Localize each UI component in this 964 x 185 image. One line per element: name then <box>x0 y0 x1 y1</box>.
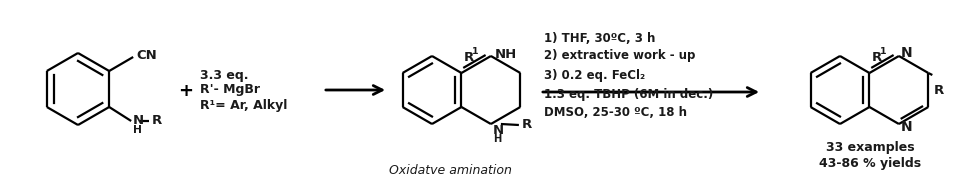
Text: 3) 0.2 eq. FeCl₂: 3) 0.2 eq. FeCl₂ <box>544 68 645 82</box>
Text: 33 examples: 33 examples <box>826 140 914 154</box>
Text: R: R <box>464 51 473 63</box>
Text: NH: NH <box>495 48 517 60</box>
Text: 3.3 eq.: 3.3 eq. <box>200 68 249 82</box>
Text: N: N <box>901 120 913 134</box>
Text: R: R <box>522 119 532 132</box>
Text: R: R <box>871 51 882 63</box>
Text: R¹= Ar, Alkyl: R¹= Ar, Alkyl <box>200 98 287 112</box>
Text: H: H <box>133 125 142 135</box>
Text: N: N <box>133 114 145 127</box>
Text: N: N <box>493 124 504 137</box>
Text: H: H <box>493 134 501 144</box>
Text: R: R <box>933 83 944 97</box>
Text: R'- MgBr: R'- MgBr <box>200 83 260 95</box>
Text: R: R <box>152 114 162 127</box>
Text: +: + <box>178 82 194 100</box>
Text: CN: CN <box>136 48 157 61</box>
Text: 1.3 eq. TBHP (6M in dec.): 1.3 eq. TBHP (6M in dec.) <box>544 88 713 100</box>
Text: 1: 1 <box>471 46 478 56</box>
Text: 1) THF, 30ºC, 3 h: 1) THF, 30ºC, 3 h <box>544 31 656 45</box>
Text: DMSO, 25-30 ºC, 18 h: DMSO, 25-30 ºC, 18 h <box>544 105 687 119</box>
Text: 43-86 % yields: 43-86 % yields <box>819 157 921 169</box>
Text: Oxidatve amination: Oxidatve amination <box>388 164 512 177</box>
Text: N: N <box>901 46 913 60</box>
Text: 1: 1 <box>879 46 886 56</box>
Text: 2) extractive work - up: 2) extractive work - up <box>544 48 695 61</box>
